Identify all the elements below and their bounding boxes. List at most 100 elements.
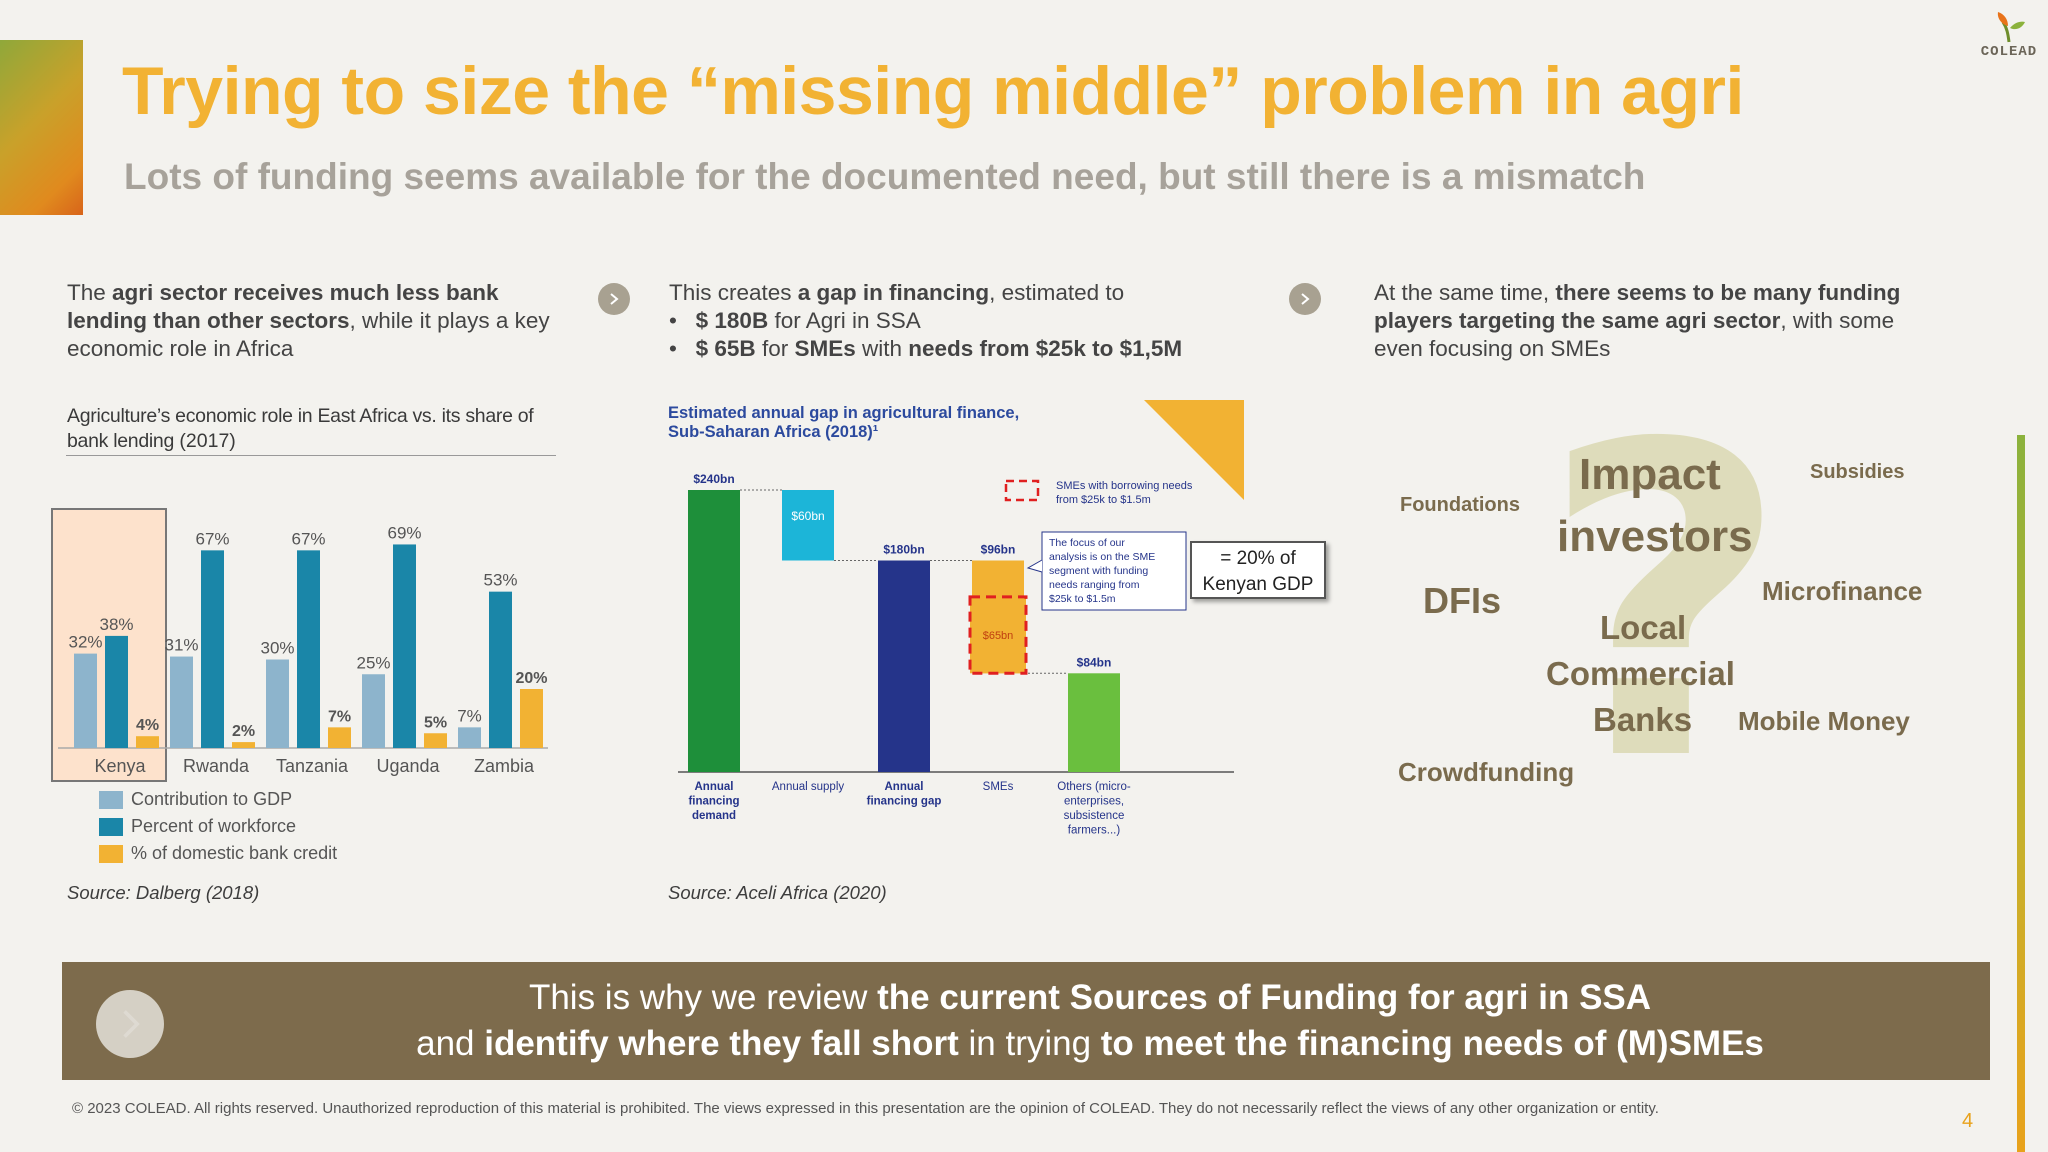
right-intro-text: At the same time, there seems to be many…	[1374, 279, 1934, 363]
right-intro-post: , with some even focusing on SMEs	[1374, 308, 1895, 361]
callout-text: segment with funding	[1049, 565, 1148, 577]
side-accent-bar	[2017, 435, 2025, 1152]
bullet2-gold: needs from $25k to $1,5M	[908, 336, 1183, 361]
category-label: Annual	[695, 781, 734, 793]
bullet-item: • $ 180B for Agri in SSA	[669, 308, 921, 333]
data-label: 53%	[483, 571, 517, 590]
logo-text: COLEAD	[1980, 44, 2038, 60]
middle-intro-bold: a gap in financing	[797, 280, 990, 305]
legend-text: from $25k to $1.5m	[1056, 494, 1151, 506]
bar-value-label: $96bn	[981, 543, 1016, 557]
waterfall-bar	[1068, 673, 1120, 772]
conclusion-banner	[62, 962, 1990, 1080]
data-label: 32%	[68, 633, 102, 652]
legend-swatch	[99, 790, 123, 809]
left-intro-post: , while it plays a key economic role in …	[67, 308, 550, 361]
bar-rwanda-2	[232, 742, 255, 748]
corner-image-block	[0, 40, 83, 215]
bar-uganda-0	[362, 674, 385, 748]
data-label: 69%	[387, 523, 421, 542]
chart1-title-rule	[66, 455, 556, 456]
bar-kenya-0	[74, 653, 97, 748]
waterfall-bar	[878, 560, 930, 772]
legend-item: Contribution to GDP	[99, 786, 337, 813]
cloud-word-local: Local	[1600, 609, 1687, 646]
category-label: demand	[692, 810, 736, 822]
chevron-right-icon	[610, 293, 619, 305]
banner-line2-pre: and	[416, 1024, 485, 1063]
bar-value-label: $65bn	[983, 630, 1014, 642]
data-label: 25%	[356, 653, 390, 672]
gold-corner-triangle	[1144, 400, 1244, 500]
cloud-word-mobile-money: Mobile Money	[1738, 706, 1910, 736]
data-label: 30%	[260, 639, 294, 658]
category-label: enterprises,	[1064, 796, 1124, 808]
category-label: Uganda	[376, 756, 440, 776]
next-arrow-button-2[interactable]	[1289, 283, 1321, 315]
data-label: 67%	[291, 529, 325, 548]
cloud-word-foundations: Foundations	[1400, 494, 1520, 516]
banner-line1-bold: the current Sources of Funding for agri …	[877, 978, 1652, 1017]
legend-item: % of domestic bank credit	[99, 840, 337, 867]
banner-line2-bold2: to meet the financing needs of (M)SMEs	[1100, 1024, 1764, 1063]
banner-line2-bold: identify where they fall short	[484, 1024, 959, 1063]
bullet2-bold: $ 65B	[695, 336, 756, 361]
cloud-word-investors: investors	[1557, 512, 1753, 561]
cloud-word-microfinance: Microfinance	[1762, 576, 1923, 606]
chart1-source: Source: Dalberg (2018)	[67, 882, 260, 903]
chevron-right-icon	[1301, 293, 1310, 305]
callout-text: $25k to $1.5m	[1049, 593, 1116, 605]
chart2-source: Source: Aceli Africa (2020)	[668, 882, 887, 903]
bar-value-label: $60bn	[791, 509, 824, 523]
left-intro-pre: The	[67, 280, 113, 305]
right-intro-pre: At the same time,	[1374, 280, 1556, 305]
gdp-box-line2: Kenyan GDP	[1202, 574, 1314, 595]
bar-zambia-1	[489, 591, 512, 748]
chart2-title-line2: Sub-Saharan Africa (2018)¹	[668, 423, 879, 441]
callout-pointer	[1026, 559, 1043, 573]
bar-rwanda-0	[170, 656, 193, 748]
chart1-title-year: (2017)	[174, 430, 236, 452]
bar-uganda-2	[424, 733, 447, 748]
banner-arrow-button[interactable]	[96, 990, 164, 1058]
category-label: financing gap	[867, 796, 942, 808]
middle-intro-text: This creates a gap in financing, estimat…	[669, 279, 1229, 363]
bar-kenya-2	[136, 736, 159, 748]
legend-text: SMEs with borrowing needs	[1056, 480, 1193, 492]
slide-title: Trying to size the “missing middle” prob…	[122, 53, 1744, 129]
bar-uganda-1	[393, 544, 416, 748]
data-label: 7%	[457, 706, 482, 725]
legend-dashed-swatch	[1004, 479, 1040, 502]
leaf-icon	[1991, 8, 2027, 44]
cloud-word-dfis: DFIs	[1423, 580, 1502, 621]
legend-label: Percent of workforce	[131, 816, 297, 836]
category-label: Rwanda	[183, 756, 250, 776]
slide-subtitle: Lots of funding seems available for the …	[124, 156, 1646, 197]
legend-label: % of domestic bank credit	[131, 843, 338, 863]
gdp-box-line1: = 20% of	[1220, 548, 1296, 569]
bar-value-label: $84bn	[1077, 655, 1112, 669]
page-number: 4	[1962, 1110, 1974, 1132]
data-label: 67%	[195, 529, 229, 548]
bullet1-bold: $ 180B	[695, 308, 769, 333]
chart1-title: Agriculture’s economic role in East Afri…	[67, 404, 567, 454]
banner-line2-mid: in trying	[958, 1024, 1101, 1063]
data-label: 4%	[136, 717, 159, 734]
legend-swatch	[99, 817, 123, 836]
category-label: Tanzania	[276, 756, 349, 776]
category-label: financing	[688, 796, 739, 808]
bullet2-mid: for	[755, 336, 795, 361]
bar-tanzania-2	[328, 727, 351, 748]
left-intro-bold: agri sector receives much less bank lend…	[67, 280, 499, 333]
data-label: 7%	[328, 708, 351, 725]
category-label: Kenya	[94, 756, 146, 776]
next-arrow-button-1[interactable]	[598, 283, 630, 315]
legend-label: Contribution to GDP	[131, 789, 293, 809]
bar-value-label: $240bn	[693, 472, 734, 486]
chart2-svg: $240bn $60bn $180bn $96bn $84bn $65bn Annual fi…	[678, 472, 1234, 837]
category-label: SMEs	[983, 781, 1014, 793]
right-intro-bold: there seems to be many funding players t…	[1374, 280, 1901, 333]
bar-kenya-1	[105, 635, 128, 748]
sme-highlight-bar	[968, 595, 1028, 675]
banner-text: This is why we review the current Source…	[200, 975, 1980, 1067]
